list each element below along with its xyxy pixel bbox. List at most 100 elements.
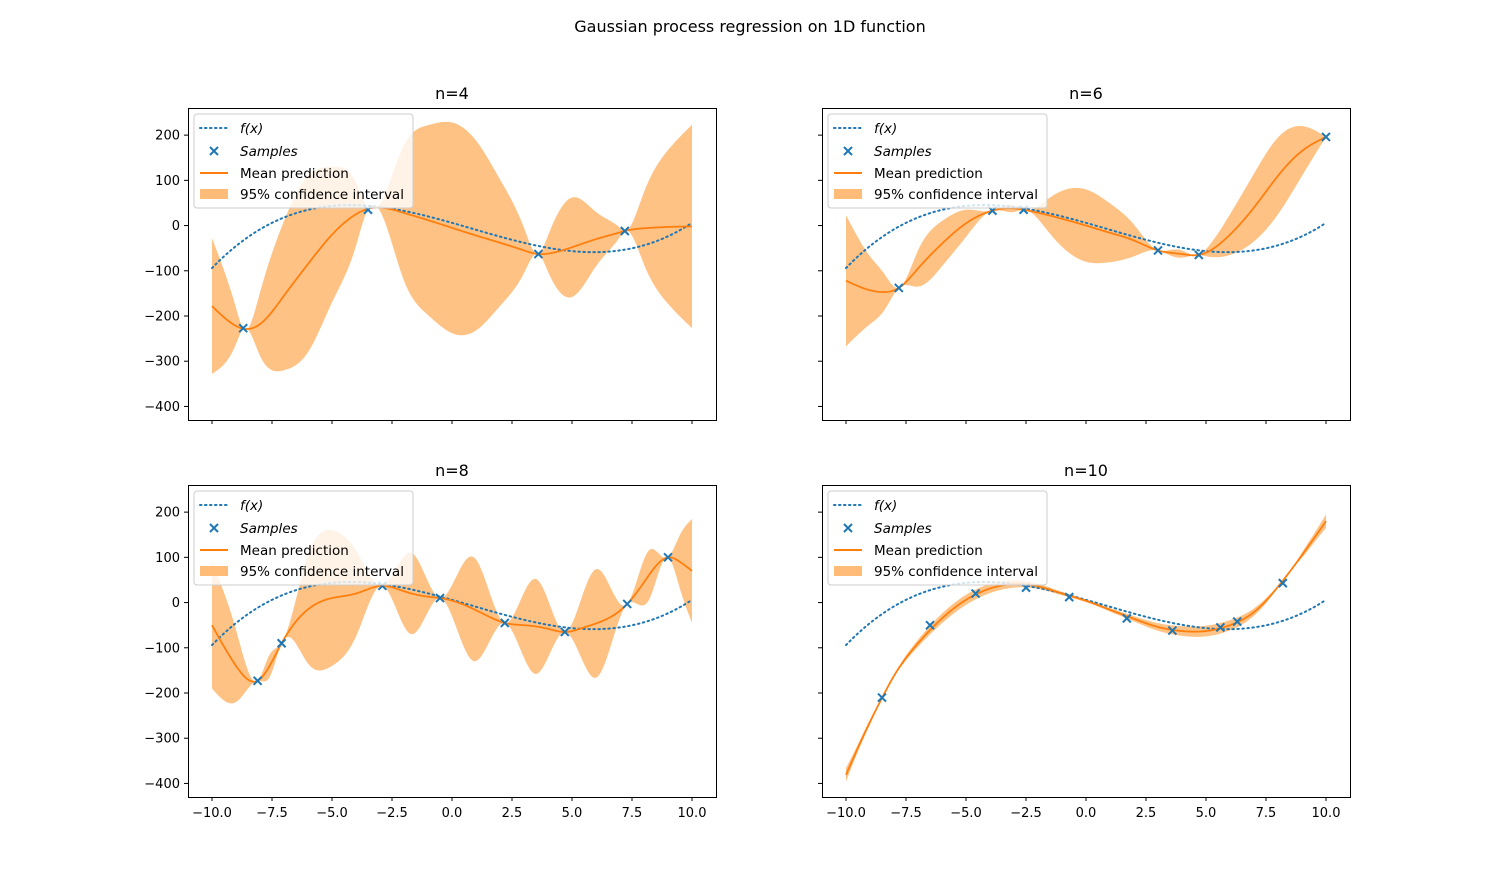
legend-ci-label: 95% confidence interval <box>874 187 1038 203</box>
legend-ci-label: 95% confidence interval <box>240 187 404 203</box>
sample-point <box>500 618 510 628</box>
panel-title: n=10 <box>1064 461 1108 480</box>
legend-f-label: f(x) <box>240 121 263 137</box>
panels: n=4 −400 −300 −200 −100 0 100 200 f(x) Samples Mea… <box>144 84 1351 821</box>
true-function-line <box>845 204 1327 270</box>
legend-samples-label: Samples <box>874 521 932 537</box>
y-tick-label: 200 <box>155 129 180 144</box>
sample-point <box>533 249 544 259</box>
panel-title: n=4 <box>435 84 469 103</box>
legend-ci-label: 95% confidence interval <box>874 564 1038 580</box>
legend-box <box>193 113 414 209</box>
sample-point <box>252 676 263 686</box>
legend-samples-handle <box>843 146 853 156</box>
panel-1: n=4 −400 −300 −200 −100 0 100 200 f(x) Samples Mea… <box>144 84 717 424</box>
x-tick-label: −7.5 <box>890 806 922 821</box>
y-tick-label: −300 <box>144 732 180 747</box>
sample-point <box>1215 622 1226 633</box>
panel-4: n=10 −10.0 −7.5 −5.0 −2.5 0.0 2.5 5.0 7.5 10.0 f(x… <box>818 461 1351 821</box>
y-tick-label: −200 <box>144 310 180 325</box>
legend-ci-handle <box>200 566 228 576</box>
legend: f(x) Samples Mean prediction 95% confidence… <box>193 113 414 209</box>
legend-samples-label: Samples <box>240 144 298 160</box>
legend-ci-handle <box>200 189 228 199</box>
y-tick-label: −100 <box>144 264 180 279</box>
x-tick-label: 0.0 <box>442 806 463 821</box>
sample-point <box>970 588 981 599</box>
legend-box <box>193 490 414 586</box>
legend-mean-label: Mean prediction <box>240 166 349 182</box>
sample-point <box>1064 592 1074 602</box>
y-tick-label: 0 <box>172 596 180 611</box>
sample-point <box>620 226 630 236</box>
x-tick-label: 2.5 <box>502 806 523 821</box>
x-tick-label: −10.0 <box>826 806 866 821</box>
legend-samples-label: Samples <box>240 521 298 537</box>
x-tick-label: 7.5 <box>622 806 643 821</box>
legend-samples-label: Samples <box>874 144 932 160</box>
sample-point <box>1194 250 1204 260</box>
sample-point <box>276 638 287 648</box>
sample-point <box>1122 613 1132 624</box>
sample-point <box>894 283 904 293</box>
plot-area <box>845 514 1327 782</box>
legend-mean-label: Mean prediction <box>874 543 983 559</box>
sample-point <box>1278 578 1288 588</box>
sample-point <box>1232 616 1242 627</box>
sample-point <box>435 593 445 603</box>
panel-title: n=6 <box>1069 84 1103 103</box>
mean-prediction-line <box>211 556 693 683</box>
true-function-line <box>211 204 693 270</box>
legend-ci-handle <box>834 566 862 576</box>
y-tick-label: −400 <box>144 777 180 792</box>
legend-f-label: f(x) <box>240 498 263 514</box>
sample-point <box>622 599 632 609</box>
x-tick-label: 10.0 <box>678 806 707 821</box>
legend: f(x) Samples Mean prediction 95% confidence… <box>193 490 414 586</box>
x-tick-label: 10.0 <box>1312 806 1341 821</box>
y-tick-label: −300 <box>144 355 180 370</box>
legend-mean-label: Mean prediction <box>240 543 349 559</box>
x-tick-label: −2.5 <box>1010 806 1042 821</box>
y-tick-label: 100 <box>155 551 180 566</box>
legend: f(x) Samples Mean prediction 95% confidence… <box>827 490 1048 586</box>
legend-f-label: f(x) <box>874 121 897 137</box>
y-tick-label: −200 <box>144 687 180 702</box>
mean-prediction-line <box>211 206 693 330</box>
legend-samples-handle <box>843 523 853 533</box>
legend-samples-handle <box>209 146 219 156</box>
x-tick-label: 5.0 <box>1196 806 1217 821</box>
x-tick-label: −5.0 <box>950 806 982 821</box>
sample-point <box>1321 132 1331 142</box>
confidence-band <box>846 125 1326 347</box>
plot-area <box>845 125 1331 347</box>
legend-f-label: f(x) <box>874 498 897 514</box>
legend-samples-handle <box>209 523 219 533</box>
sample-point <box>925 620 935 630</box>
legend-box <box>827 113 1048 209</box>
panel-3: n=8 −10.0 −7.5 −5.0 −2.5 0.0 2.5 5.0 7.5 10.0 −400… <box>144 461 717 821</box>
y-tick-label: −400 <box>144 400 180 415</box>
x-tick-label: 7.5 <box>1256 806 1277 821</box>
sample-point <box>877 692 887 703</box>
sample-point <box>1167 625 1178 636</box>
x-tick-label: −10.0 <box>192 806 232 821</box>
legend-ci-label: 95% confidence interval <box>240 564 404 580</box>
x-tick-label: 0.0 <box>1076 806 1097 821</box>
x-tick-label: 5.0 <box>562 806 583 821</box>
x-tick-label: −5.0 <box>316 806 348 821</box>
legend-ci-handle <box>834 189 862 199</box>
sample-point <box>1153 245 1163 256</box>
mean-prediction-line <box>845 136 1327 293</box>
x-tick-label: −2.5 <box>376 806 408 821</box>
sample-point <box>238 323 248 333</box>
x-tick-label: 2.5 <box>1136 806 1157 821</box>
y-tick-label: 100 <box>155 174 180 189</box>
legend-box <box>827 490 1048 586</box>
y-tick-label: 200 <box>155 506 180 521</box>
panel-title: n=8 <box>435 461 469 480</box>
mean-prediction-line <box>845 520 1327 776</box>
sample-point <box>663 552 673 563</box>
y-tick-label: 0 <box>172 219 180 234</box>
x-tick-label: −7.5 <box>256 806 288 821</box>
